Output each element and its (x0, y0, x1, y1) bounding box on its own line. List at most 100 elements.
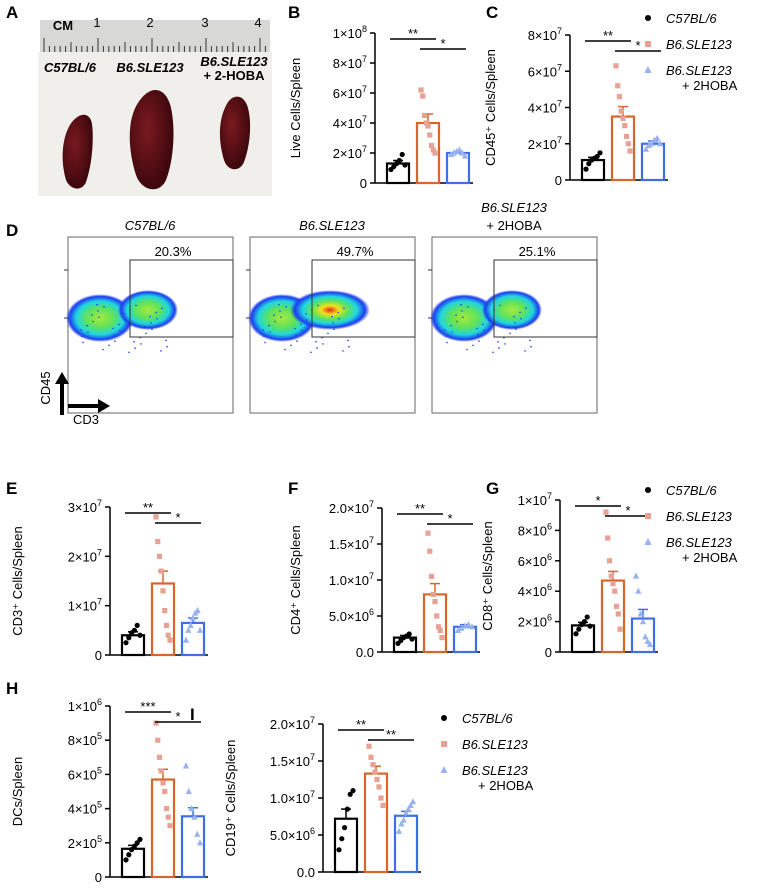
significance-label: *** (140, 699, 155, 714)
y-tick-label-exponent: 7 (369, 499, 374, 509)
y-tick-label: 2×107 (68, 547, 102, 564)
y-tick-label-exponent: 7 (310, 752, 315, 762)
significance-label: * (440, 36, 445, 51)
y-tick-label: 6×105 (68, 765, 102, 782)
data-point (618, 108, 624, 114)
data-point (428, 573, 435, 579)
gate (129, 259, 234, 338)
event-dot (274, 320, 276, 323)
data-point (458, 624, 465, 631)
y-tick-label: 1.5×107 (329, 535, 374, 552)
data-point (639, 618, 647, 625)
event-dot (482, 323, 484, 326)
y-tick-label-exponent: 8 (362, 24, 367, 34)
event-dot (133, 341, 135, 343)
y-axis-label: CD4⁺ Cells/Spleen (288, 525, 303, 634)
ruler (40, 20, 270, 52)
y-tick-label-exponent: 7 (97, 498, 102, 508)
event-dot (456, 320, 458, 323)
significance-label: ** (415, 501, 425, 516)
data-point (196, 839, 204, 846)
y-tick-label-exponent: 7 (362, 114, 367, 124)
event-dot (520, 317, 522, 320)
y-tick-label-exponent: 7 (97, 597, 102, 607)
y-tick-label-base: 4×10 (518, 584, 547, 599)
event-dot (529, 339, 531, 342)
data-point (617, 626, 623, 632)
legend-label: B6.SLE123 (666, 509, 733, 524)
event-dot (441, 303, 443, 305)
y-tick-label-base: 1×10 (68, 699, 97, 714)
data-point (368, 754, 374, 760)
y-tick-label-base: 2.0×10 (270, 717, 310, 732)
event-dot (128, 351, 130, 354)
bar (150, 582, 176, 657)
data-point (642, 633, 649, 640)
data-point (637, 610, 644, 617)
y-tick-label-base: 1.5×10 (329, 537, 369, 552)
y-tick-label-exponent: 7 (557, 99, 562, 109)
legend-label: B6.SLE123 (666, 37, 733, 52)
data-point (645, 141, 652, 149)
data-point (189, 614, 197, 621)
event-dot (498, 347, 500, 349)
y-tick-label: 1×108 (333, 24, 367, 41)
data-point (646, 640, 654, 647)
event-dot (499, 304, 501, 307)
legend-label: C57BL/6 (666, 11, 717, 26)
y-tick-label-base: 3×10 (68, 500, 97, 515)
panel-letter: H (6, 679, 18, 698)
data-point (459, 149, 466, 156)
y-tick-label: 4×107 (333, 114, 367, 131)
panel-letter: C (486, 3, 498, 22)
y-tick-label-exponent: 7 (557, 135, 562, 145)
spleen (219, 96, 251, 170)
event-dot (80, 329, 82, 331)
data-point (456, 146, 463, 153)
ruler-number: 2 (146, 15, 153, 30)
data-point (350, 788, 356, 794)
y-axis-label: CD3⁺ Cells/Spleen (10, 526, 25, 635)
event-dot (466, 348, 468, 351)
data-point (376, 784, 382, 790)
data-point (608, 573, 614, 579)
y-tick-label: 1×106 (68, 697, 102, 714)
data-point (465, 621, 472, 628)
bar (120, 847, 146, 879)
data-point (430, 147, 436, 153)
event-dot (263, 335, 265, 338)
data-point (167, 823, 173, 829)
event-dot (343, 307, 345, 310)
y-tick-label-base: 1.5×10 (270, 754, 310, 769)
event-dot (460, 303, 462, 306)
event-dot (525, 307, 527, 310)
y-tick-label: 0.0 (356, 645, 374, 660)
event-dot (513, 315, 515, 318)
event-dot (279, 310, 281, 312)
event-dot (262, 329, 264, 331)
y-tick-label: 4×105 (68, 800, 102, 817)
data-point (648, 140, 655, 147)
data-point (573, 631, 579, 637)
data-point (182, 636, 190, 643)
data-point (187, 621, 194, 628)
data-point (581, 619, 588, 625)
flow-x-axis: CD3 (73, 412, 99, 427)
data-point (366, 743, 372, 749)
data-point (402, 809, 410, 816)
y-tick-label: 8×105 (68, 731, 102, 748)
significance-label: * (175, 709, 180, 724)
data-point (399, 151, 405, 158)
data-point (165, 814, 171, 820)
y-axis-label: Live Cells/Spleen (288, 58, 303, 158)
ruler-ticks (43, 38, 266, 52)
data-point (336, 847, 342, 853)
event-dot (151, 328, 153, 331)
event-dot (338, 317, 340, 320)
y-tick-label-exponent: 6 (547, 521, 552, 531)
event-dot (124, 319, 126, 321)
data-point (432, 150, 438, 156)
data-point (158, 568, 164, 574)
panel-letter: B (288, 3, 300, 22)
y-tick-label-base: 5.0×10 (329, 609, 369, 624)
